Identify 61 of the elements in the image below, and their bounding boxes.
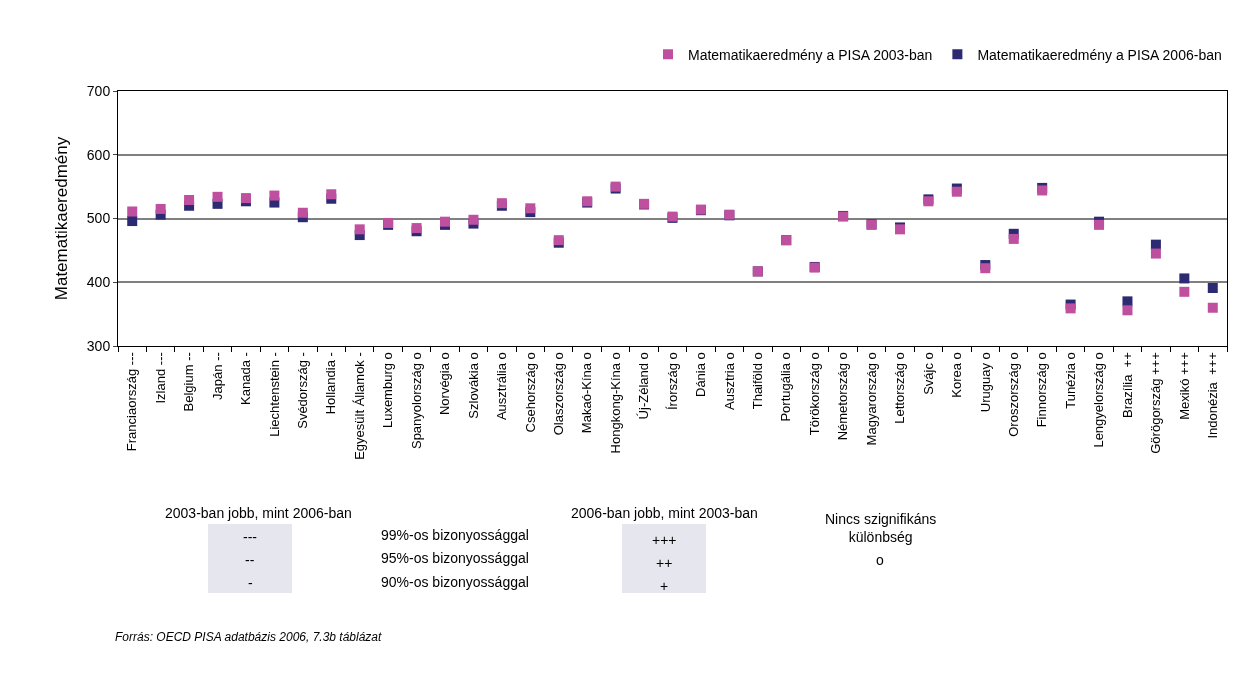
x-tick-label: Thaiföld o xyxy=(750,352,766,410)
x-tick-label: Svédország - xyxy=(295,352,311,429)
x-tick-label: Franciaország --- xyxy=(124,352,140,452)
x-tick-label: Ausztria o xyxy=(721,352,737,411)
text: +++ xyxy=(652,532,677,548)
x-tick-label: Norvégia o xyxy=(437,352,453,416)
y-tick-label: 700 xyxy=(86,82,111,99)
x-tick-label: Izland --- xyxy=(152,352,168,404)
x-tick-label: Uruguay o xyxy=(977,352,993,413)
x-tick-label: Portugália o xyxy=(778,352,794,422)
x-tick-label: Új-Zéland o xyxy=(636,352,652,420)
x-tick-label: Törökország o xyxy=(806,352,822,436)
text: 99%-os bizonyossággal xyxy=(381,527,529,543)
x-tick-label: Lengyelország o xyxy=(1091,352,1107,448)
y-tick-label: 400 xyxy=(86,274,111,291)
x-tick-label: Japán -- xyxy=(209,352,225,400)
x-tick-label: Dánia o xyxy=(693,352,709,398)
x-tick-label: Tunézia o xyxy=(1062,352,1078,409)
x-tick-label: Görögország +++ xyxy=(1148,352,1164,454)
x-tick-label: Spanyolország o xyxy=(408,352,424,450)
x-tick-label: Írország o xyxy=(664,352,680,411)
text: 2006-ban jobb, mint 2003-ban xyxy=(571,505,758,521)
x-tick-label: Korea o xyxy=(949,352,965,398)
y-axis-title: Matematikaeredmény xyxy=(52,136,72,301)
x-tick-label: Szlovákia o xyxy=(465,352,481,419)
x-tick-label: Finnország o xyxy=(1034,352,1050,428)
y-tick-label: 500 xyxy=(86,210,111,227)
legend-label: Matematikaeredmény a PISA 2003-ban xyxy=(688,46,933,63)
x-tick-label: Kanada - xyxy=(238,352,254,405)
x-tick-label: Hongkong-Kína o xyxy=(607,352,623,454)
y-tick-label: 300 xyxy=(86,337,111,354)
text: 2003-ban jobb, mint 2006-ban xyxy=(165,505,352,521)
text: --- xyxy=(243,529,258,545)
text: + xyxy=(660,578,669,594)
text: Forrás: OECD PISA adatbázis 2006, 7.3b táblázat xyxy=(115,630,383,644)
x-tick-label: Indonézia +++ xyxy=(1205,352,1221,439)
x-tick-label: Belgium -- xyxy=(181,352,197,412)
legend-label: Matematikaeredmény a PISA 2006-ban xyxy=(977,46,1222,63)
x-tick-label: Mexikó +++ xyxy=(1176,352,1192,420)
x-tick-label: Ausztrália o xyxy=(494,352,510,421)
text: 90%-os bizonyossággal xyxy=(381,574,529,590)
text: o xyxy=(876,552,884,568)
x-tick-label: Oroszország o xyxy=(1005,352,1021,437)
x-tick-label: Olaszország o xyxy=(550,352,566,436)
text: -- xyxy=(245,552,255,568)
text: ++ xyxy=(656,555,673,571)
text: Nincs szignifikáns különbség xyxy=(825,511,937,546)
x-tick-label: Németország o xyxy=(835,352,851,441)
x-tick-label: Makaó-Kína o xyxy=(579,352,595,434)
x-tick-label: Hollandia - xyxy=(323,352,339,415)
x-tick-label: Csehország o xyxy=(522,352,538,433)
x-tick-label: Liechtenstein - xyxy=(266,352,282,437)
x-tick-label: Magyarország o xyxy=(863,352,879,446)
x-tick-label: Svájc o xyxy=(920,352,936,395)
x-tick-label: Lettország o xyxy=(892,352,908,424)
x-tick-label: Brazília ++ xyxy=(1119,352,1135,418)
x-tick-label: Luxemburg o xyxy=(380,352,396,429)
x-tick-label: Egyesült Államok - xyxy=(351,352,367,460)
text: 95%-os bizonyossággal xyxy=(381,550,529,566)
text: - xyxy=(248,575,253,591)
y-tick-label: 600 xyxy=(86,146,111,163)
